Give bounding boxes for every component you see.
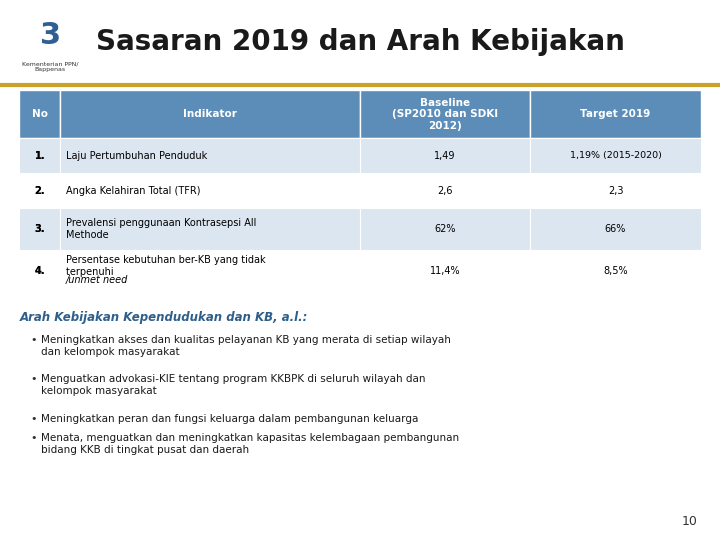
Text: 1,19% (2015-2020): 1,19% (2015-2020) (570, 151, 662, 160)
FancyBboxPatch shape (19, 173, 60, 208)
Text: 3.: 3. (35, 224, 45, 234)
Text: 8,5%: 8,5% (603, 266, 628, 276)
Text: •: • (30, 414, 37, 423)
Text: Meningkatkan peran dan fungsi keluarga dalam pembangunan keluarga: Meningkatkan peran dan fungsi keluarga d… (41, 414, 418, 423)
FancyBboxPatch shape (360, 90, 531, 138)
FancyBboxPatch shape (531, 250, 701, 292)
Text: No: No (32, 109, 48, 119)
FancyBboxPatch shape (360, 250, 531, 292)
Text: 3.: 3. (35, 224, 45, 234)
Text: Angka Kelahiran Total (TFR): Angka Kelahiran Total (TFR) (66, 186, 200, 196)
FancyBboxPatch shape (19, 90, 60, 138)
FancyBboxPatch shape (19, 208, 60, 250)
Text: Indikator: Indikator (183, 109, 237, 119)
Text: Kementerian PPN/
Bappenas: Kementerian PPN/ Bappenas (22, 62, 78, 72)
Text: 66%: 66% (605, 224, 626, 234)
Text: Sasaran 2019 dan Arah Kebijakan: Sasaran 2019 dan Arah Kebijakan (96, 28, 624, 56)
FancyBboxPatch shape (360, 138, 531, 173)
Text: 1,49: 1,49 (434, 151, 456, 161)
Text: Baseline
(SP2010 dan SDKI
2012): Baseline (SP2010 dan SDKI 2012) (392, 98, 498, 131)
FancyBboxPatch shape (531, 90, 701, 138)
Text: •: • (30, 335, 37, 345)
Text: /unmet need: /unmet need (66, 275, 128, 285)
Text: Prevalensi penggunaan Kontrasepsi All
Methode: Prevalensi penggunaan Kontrasepsi All Me… (66, 218, 256, 240)
Text: Arah Kebijakan Kependudukan dan KB, a.l.:: Arah Kebijakan Kependudukan dan KB, a.l.… (19, 311, 307, 324)
FancyBboxPatch shape (60, 208, 360, 250)
FancyBboxPatch shape (531, 173, 701, 208)
Text: Menata, menguatkan dan meningkatkan kapasitas kelembagaan pembangunan
bidang KKB: Menata, menguatkan dan meningkatkan kapa… (41, 433, 459, 455)
Text: Persentase kebutuhan ber-KB yang tidak
terpenuhi: Persentase kebutuhan ber-KB yang tidak t… (66, 255, 266, 276)
FancyBboxPatch shape (60, 250, 360, 292)
FancyBboxPatch shape (531, 138, 701, 173)
FancyBboxPatch shape (19, 250, 60, 292)
Text: 2.: 2. (35, 186, 45, 196)
Text: 4.: 4. (35, 266, 45, 276)
Text: 62%: 62% (434, 224, 456, 234)
Text: 1.: 1. (35, 151, 45, 161)
Text: Target 2019: Target 2019 (580, 109, 651, 119)
Text: 2.: 2. (35, 186, 45, 196)
Text: 1.: 1. (35, 151, 45, 161)
Text: 2,3: 2,3 (608, 186, 624, 196)
Text: •: • (30, 374, 37, 384)
Text: Meningkatkan akses dan kualitas pelayanan KB yang merata di setiap wilayah
dan k: Meningkatkan akses dan kualitas pelayana… (41, 335, 451, 356)
FancyBboxPatch shape (60, 90, 360, 138)
FancyBboxPatch shape (360, 173, 531, 208)
FancyBboxPatch shape (60, 138, 360, 173)
Text: 3: 3 (40, 21, 61, 50)
FancyBboxPatch shape (60, 173, 360, 208)
FancyBboxPatch shape (19, 138, 60, 173)
FancyBboxPatch shape (531, 208, 701, 250)
Text: •: • (30, 433, 37, 443)
Text: Laju Pertumbuhan Penduduk: Laju Pertumbuhan Penduduk (66, 151, 207, 161)
Text: 4.: 4. (35, 266, 45, 276)
Text: 11,4%: 11,4% (430, 266, 461, 276)
FancyBboxPatch shape (360, 208, 531, 250)
Text: Menguatkan advokasi-KIE tentang program KKBPK di seluruh wilayah dan
kelompok ma: Menguatkan advokasi-KIE tentang program … (41, 374, 426, 396)
Text: 10: 10 (681, 515, 697, 528)
Text: 2,6: 2,6 (438, 186, 453, 196)
